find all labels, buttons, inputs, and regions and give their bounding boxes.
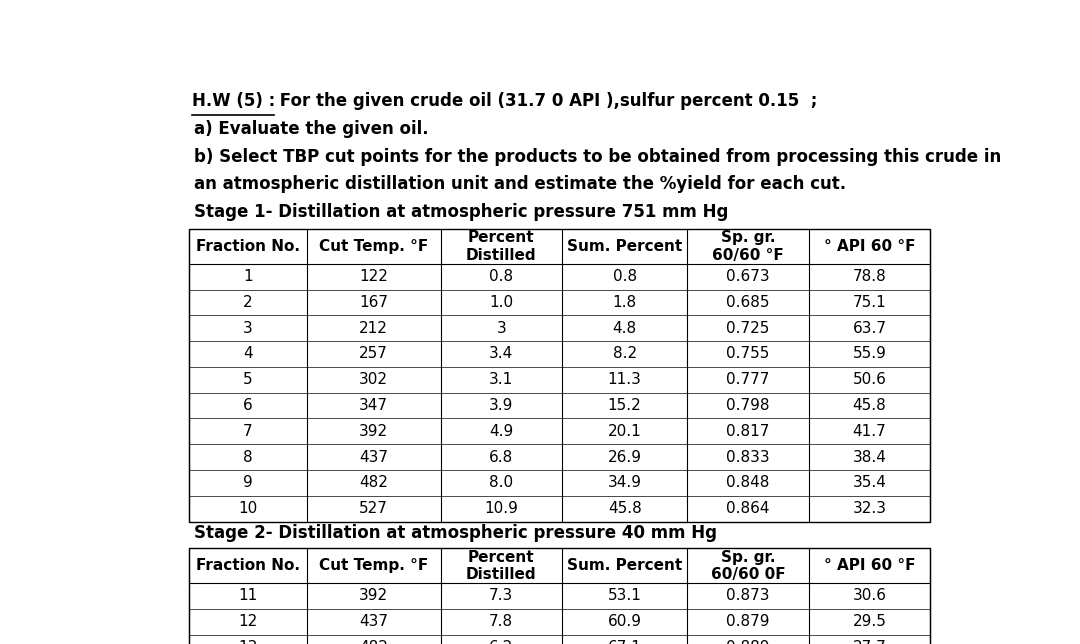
Text: Fraction No.: Fraction No. — [195, 558, 300, 573]
Text: 20.1: 20.1 — [608, 424, 642, 439]
Text: 122: 122 — [360, 269, 388, 284]
Text: 11: 11 — [239, 589, 258, 603]
Bar — [189, 549, 930, 644]
Text: 482: 482 — [360, 475, 388, 491]
Text: 6: 6 — [243, 398, 253, 413]
Text: Percent
Distilled: Percent Distilled — [465, 549, 537, 582]
Text: 55.9: 55.9 — [852, 346, 887, 361]
Text: 0.8: 0.8 — [489, 269, 513, 284]
Text: 38.4: 38.4 — [852, 450, 887, 464]
Text: 2: 2 — [243, 295, 253, 310]
Text: Cut Temp. °F: Cut Temp. °F — [319, 558, 428, 573]
Text: Sp. gr.
60/60 °F: Sp. gr. 60/60 °F — [712, 230, 784, 263]
Text: 0.8: 0.8 — [612, 269, 637, 284]
Text: 32.3: 32.3 — [852, 501, 887, 516]
Text: ° API 60 °F: ° API 60 °F — [824, 558, 915, 573]
Text: an atmospheric distillation unit and estimate the %yield for each cut.: an atmospheric distillation unit and est… — [193, 175, 846, 193]
Text: 7: 7 — [243, 424, 253, 439]
Text: 3.9: 3.9 — [489, 398, 513, 413]
Text: 45.8: 45.8 — [852, 398, 887, 413]
Text: ° API 60 °F: ° API 60 °F — [824, 239, 915, 254]
Text: 34.9: 34.9 — [608, 475, 642, 491]
Bar — [189, 229, 930, 522]
Text: 527: 527 — [360, 501, 388, 516]
Text: H.W (5) :: H.W (5) : — [192, 92, 275, 110]
Text: 35.4: 35.4 — [852, 475, 887, 491]
Text: a) Evaluate the given oil.: a) Evaluate the given oil. — [193, 120, 428, 138]
Text: 1.8: 1.8 — [612, 295, 637, 310]
Text: 4.9: 4.9 — [489, 424, 513, 439]
Text: 0.673: 0.673 — [726, 269, 770, 284]
Text: 75.1: 75.1 — [852, 295, 887, 310]
Text: Stage 1- Distillation at atmospheric pressure 751 mm Hg: Stage 1- Distillation at atmospheric pre… — [193, 204, 728, 222]
Text: 0.777: 0.777 — [727, 372, 770, 387]
Text: b) Select TBP cut points for the products to be obtained from processing this cr: b) Select TBP cut points for the product… — [193, 147, 1001, 166]
Text: 0.685: 0.685 — [727, 295, 770, 310]
Text: 3: 3 — [497, 321, 507, 336]
Text: Sp. gr.
60/60 0F: Sp. gr. 60/60 0F — [711, 549, 785, 582]
Text: 6.8: 6.8 — [489, 450, 513, 464]
Text: 45.8: 45.8 — [608, 501, 642, 516]
Text: 0.833: 0.833 — [726, 450, 770, 464]
Text: 3: 3 — [243, 321, 253, 336]
Text: 10: 10 — [239, 501, 258, 516]
Text: 27.7: 27.7 — [852, 640, 887, 644]
Text: 60.9: 60.9 — [608, 614, 642, 629]
Text: 392: 392 — [359, 589, 388, 603]
Text: 26.9: 26.9 — [608, 450, 642, 464]
Text: Sum. Percent: Sum. Percent — [567, 558, 683, 573]
Text: Cut Temp. °F: Cut Temp. °F — [319, 239, 428, 254]
Text: 392: 392 — [359, 424, 388, 439]
Text: 0.879: 0.879 — [727, 614, 770, 629]
Text: 167: 167 — [359, 295, 388, 310]
Text: 3.1: 3.1 — [489, 372, 513, 387]
Text: 10.9: 10.9 — [484, 501, 518, 516]
Text: 5: 5 — [243, 372, 253, 387]
Text: 0.873: 0.873 — [727, 589, 770, 603]
Text: For the given crude oil (31.7 0 API ),sulfur percent 0.15  ;: For the given crude oil (31.7 0 API ),su… — [274, 92, 818, 110]
Text: 3.4: 3.4 — [489, 346, 513, 361]
Text: 63.7: 63.7 — [852, 321, 887, 336]
Text: Percent
Distilled: Percent Distilled — [465, 230, 537, 263]
Text: 8: 8 — [243, 450, 253, 464]
Text: 50.6: 50.6 — [852, 372, 887, 387]
Text: 0.889: 0.889 — [727, 640, 770, 644]
Text: 7.8: 7.8 — [489, 614, 513, 629]
Text: 302: 302 — [359, 372, 388, 387]
Text: 78.8: 78.8 — [852, 269, 887, 284]
Text: 0.864: 0.864 — [727, 501, 770, 516]
Text: 347: 347 — [359, 398, 388, 413]
Text: Stage 2- Distillation at atmospheric pressure 40 mm Hg: Stage 2- Distillation at atmospheric pre… — [193, 524, 717, 542]
Text: 0.817: 0.817 — [727, 424, 770, 439]
Text: 0.755: 0.755 — [727, 346, 770, 361]
Text: 1.0: 1.0 — [489, 295, 513, 310]
Text: Sum. Percent: Sum. Percent — [567, 239, 683, 254]
Text: 9: 9 — [243, 475, 253, 491]
Text: Fraction No.: Fraction No. — [195, 239, 300, 254]
Text: 7.3: 7.3 — [489, 589, 513, 603]
Text: 67.1: 67.1 — [608, 640, 642, 644]
Text: 482: 482 — [360, 640, 388, 644]
Text: 13: 13 — [239, 640, 258, 644]
Text: 4: 4 — [243, 346, 253, 361]
Text: 0.725: 0.725 — [727, 321, 770, 336]
Text: 437: 437 — [359, 450, 388, 464]
Text: 0.848: 0.848 — [727, 475, 770, 491]
Text: 41.7: 41.7 — [852, 424, 887, 439]
Text: 12: 12 — [239, 614, 258, 629]
Text: 0.798: 0.798 — [727, 398, 770, 413]
Text: 30.6: 30.6 — [852, 589, 887, 603]
Text: 29.5: 29.5 — [852, 614, 887, 629]
Text: 6.2: 6.2 — [489, 640, 513, 644]
Text: 4.8: 4.8 — [612, 321, 637, 336]
Text: 11.3: 11.3 — [608, 372, 642, 387]
Text: 212: 212 — [360, 321, 388, 336]
Text: 1: 1 — [243, 269, 253, 284]
Text: 53.1: 53.1 — [608, 589, 642, 603]
Text: 437: 437 — [359, 614, 388, 629]
Text: 8.2: 8.2 — [612, 346, 637, 361]
Text: 8.0: 8.0 — [489, 475, 513, 491]
Text: 15.2: 15.2 — [608, 398, 642, 413]
Text: 257: 257 — [360, 346, 388, 361]
